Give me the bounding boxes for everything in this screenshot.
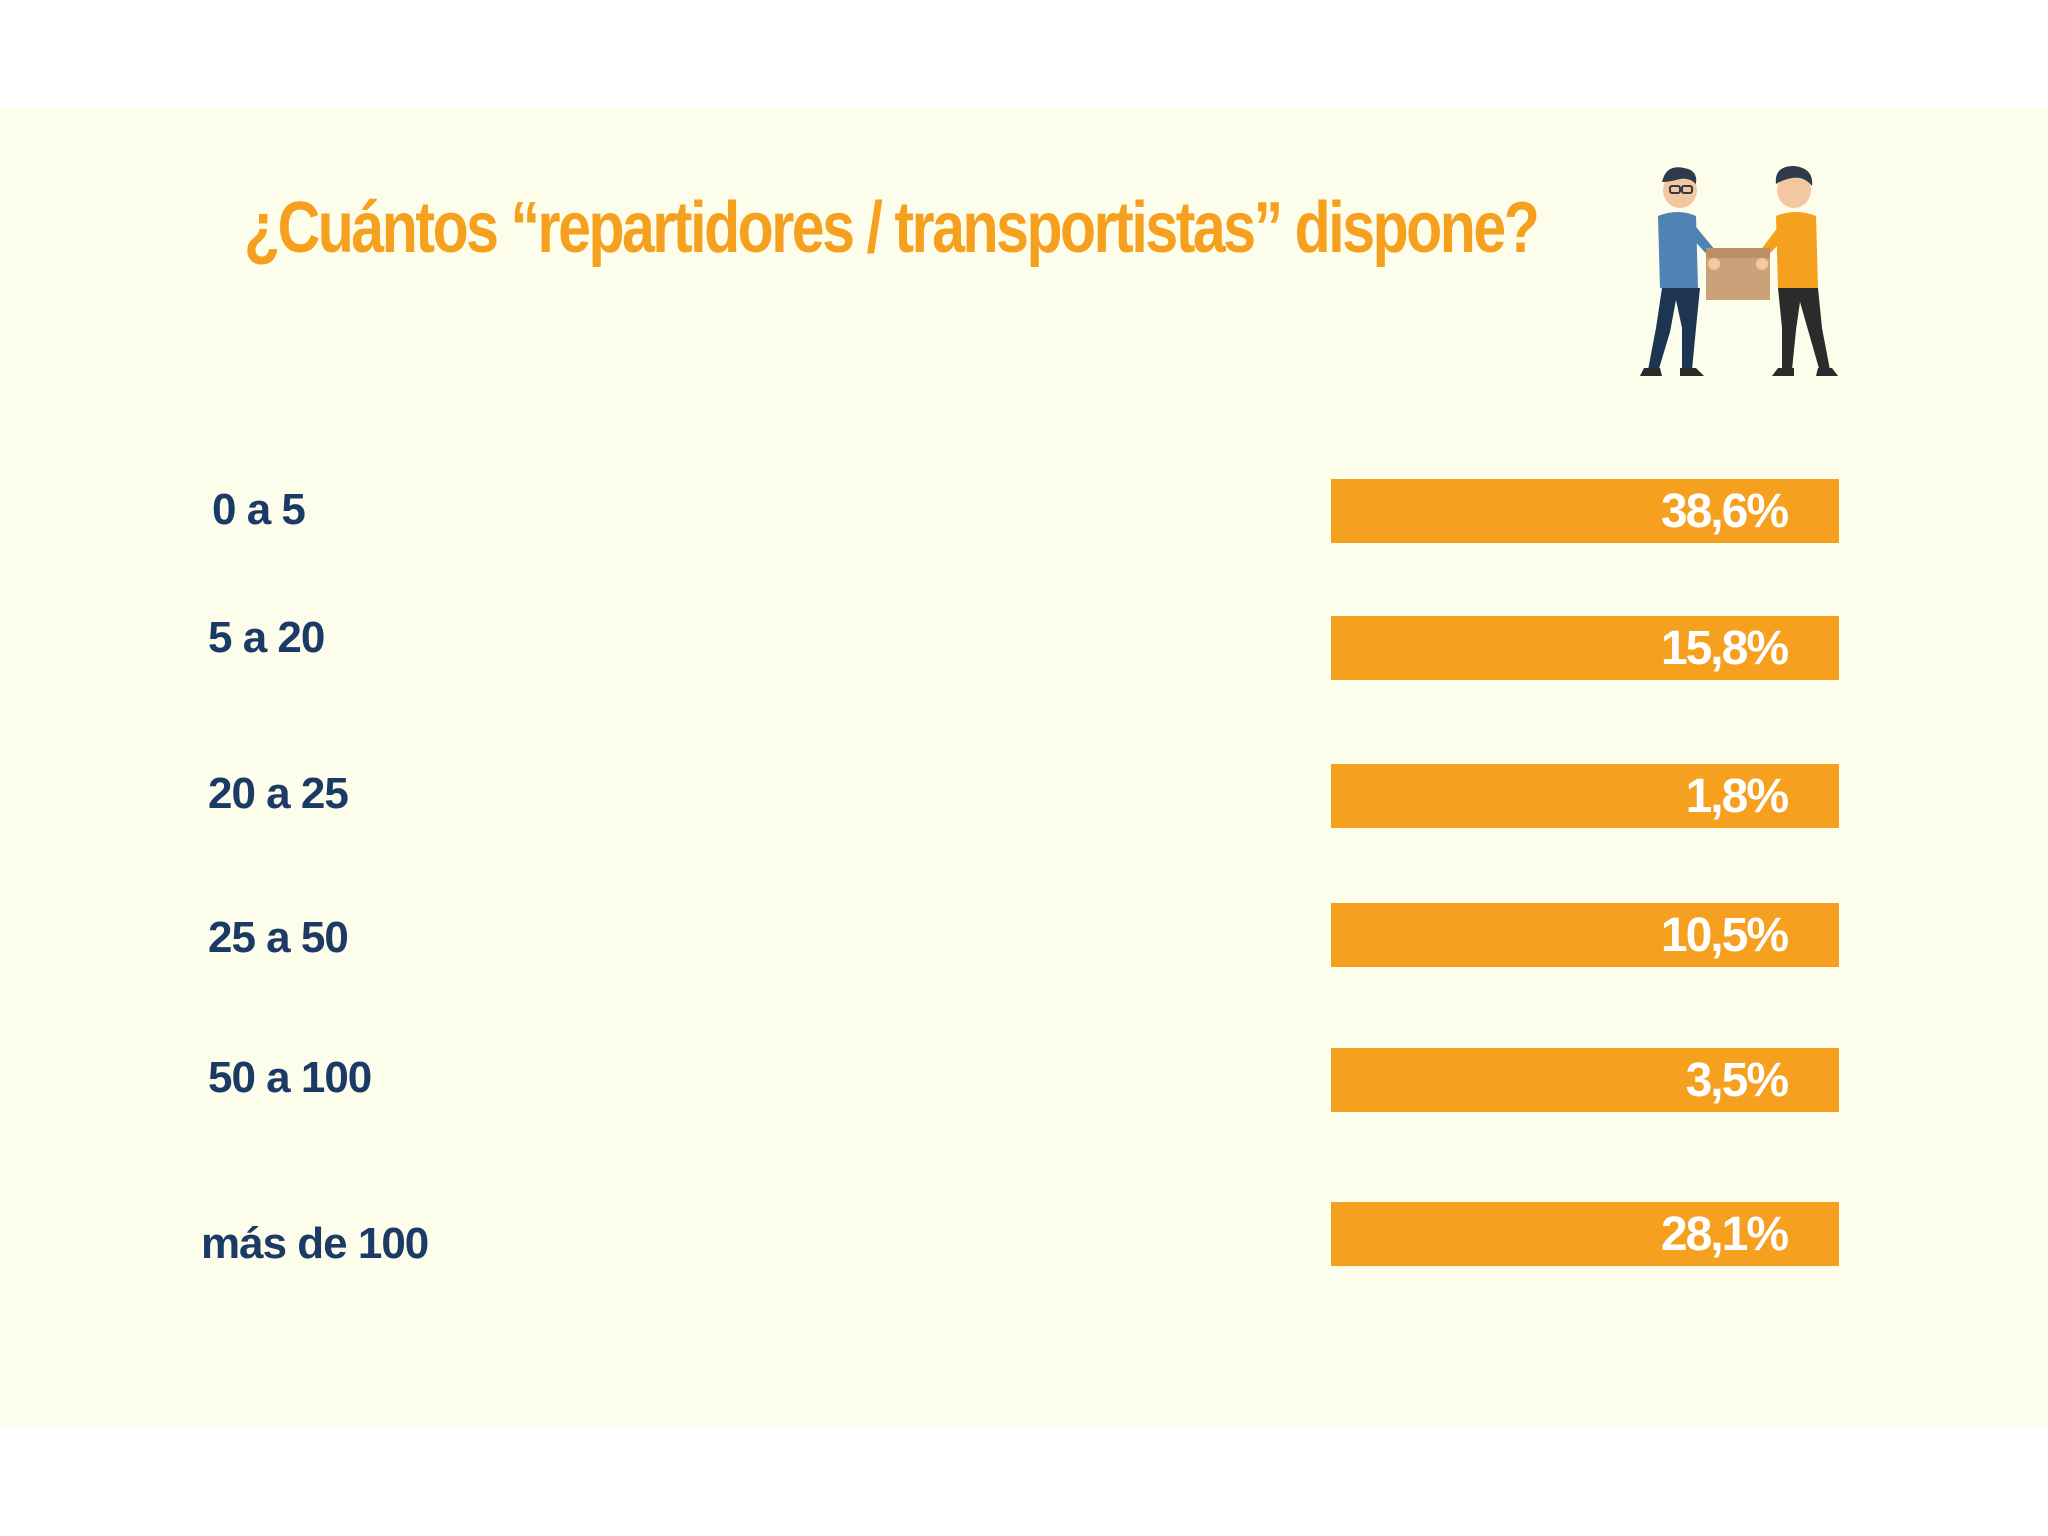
- bar-value-label: 1,8%: [1685, 770, 1789, 823]
- two-people-carrying-box-icon: [1640, 166, 1838, 376]
- bar: 38,6%: [1331, 479, 1839, 543]
- category-label: 25 a 50: [208, 913, 349, 962]
- bar-value-label: 3,5%: [1685, 1054, 1789, 1107]
- bar-value-label: 38,6%: [1660, 485, 1789, 538]
- bar: 15,8%: [1331, 616, 1839, 680]
- chart-title: ¿Cuántos “repartidores / transportistas”…: [244, 188, 1540, 268]
- bar: 3,5%: [1331, 1048, 1839, 1112]
- category-label: 5 a 20: [208, 613, 325, 662]
- category-label: 50 a 100: [208, 1053, 372, 1102]
- bar-value-label: 28,1%: [1660, 1208, 1789, 1261]
- bar-value-label: 10,5%: [1660, 909, 1789, 962]
- category-label: 20 a 25: [208, 769, 349, 818]
- bar-value-label: 15,8%: [1660, 622, 1789, 675]
- bar: 1,8%: [1331, 764, 1839, 828]
- category-label: más de 100: [201, 1219, 429, 1268]
- bar: 10,5%: [1331, 903, 1839, 967]
- category-label: 0 a 5: [212, 485, 306, 534]
- bar: 28,1%: [1331, 1202, 1839, 1266]
